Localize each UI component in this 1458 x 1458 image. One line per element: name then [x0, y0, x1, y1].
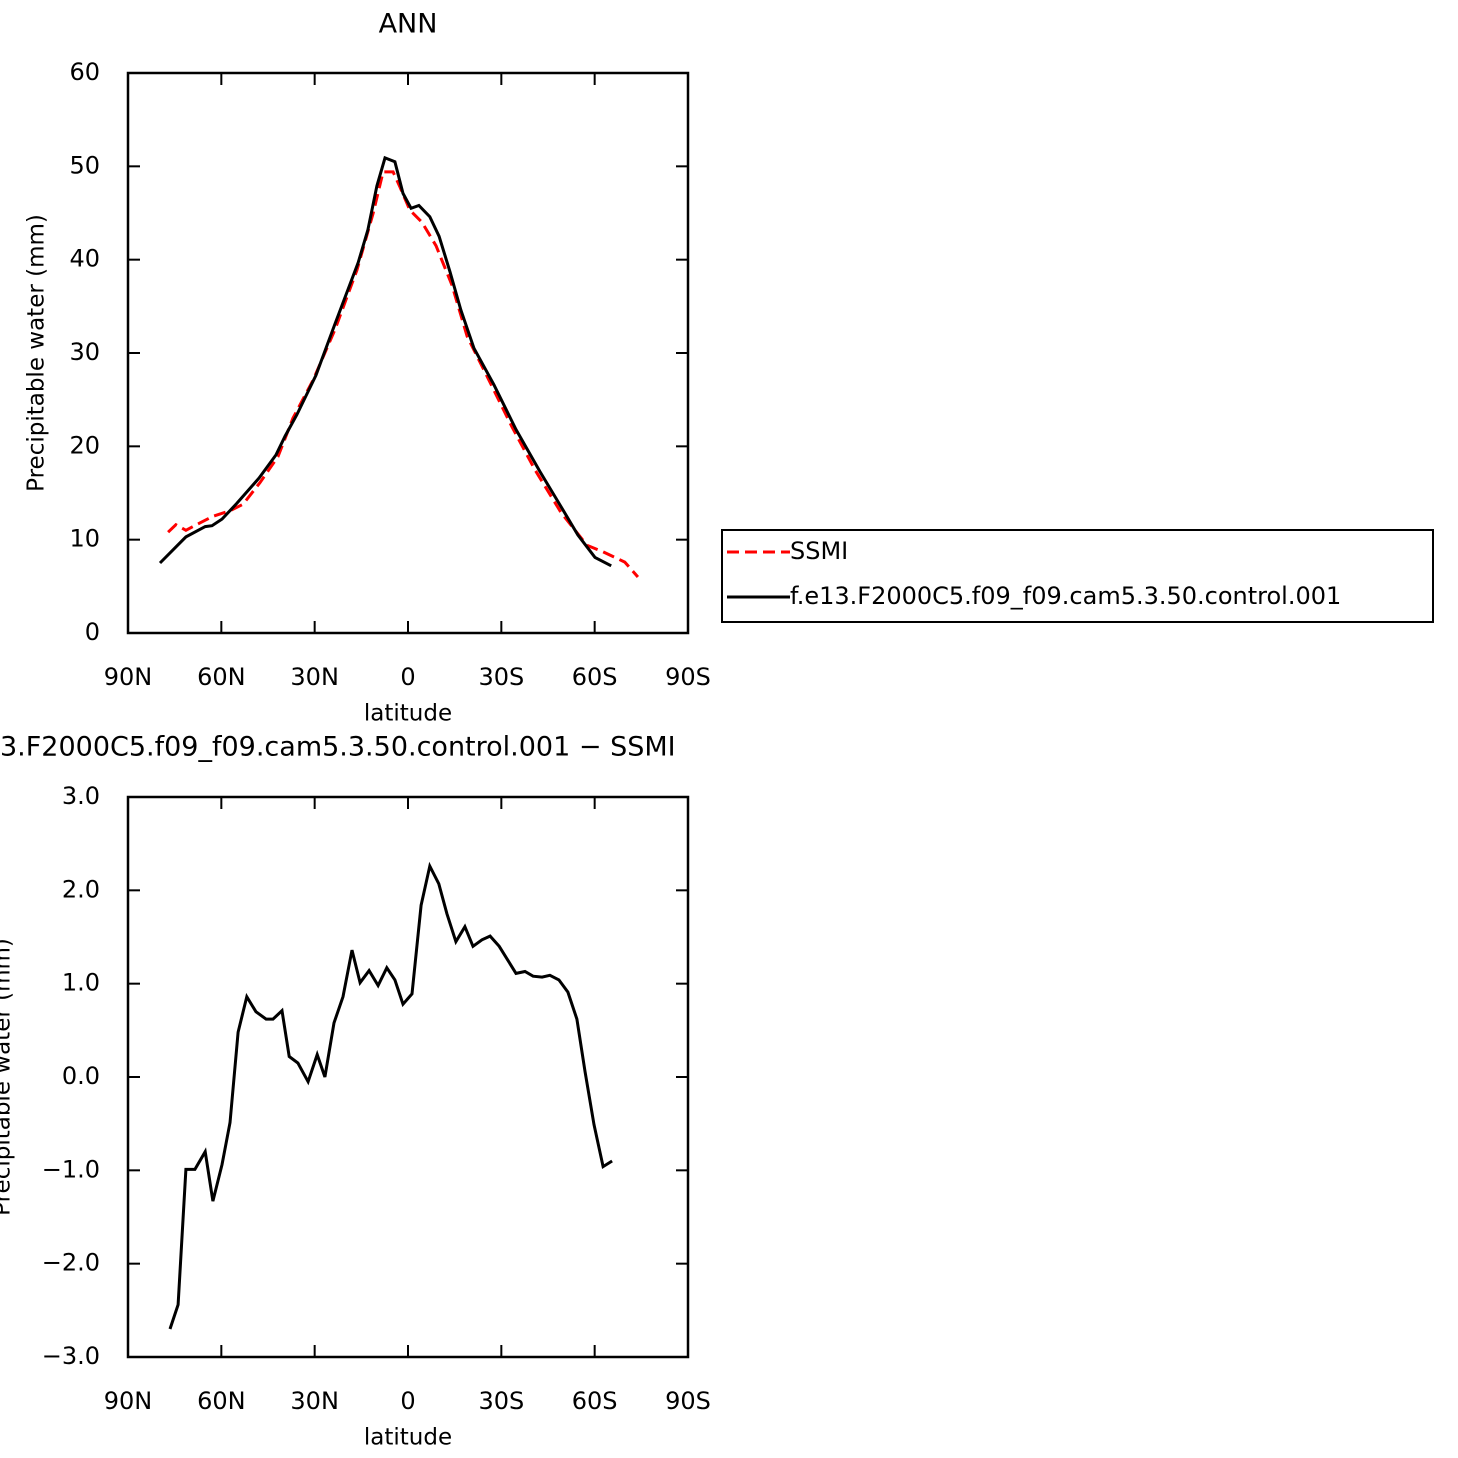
y-tick-label: −3.0 — [42, 1342, 100, 1370]
x-tick-label: 30N — [290, 1387, 339, 1415]
plot-frame — [126, 71, 690, 635]
x-tick-label: 90N — [104, 663, 153, 691]
y-tick-label: 20 — [69, 431, 100, 459]
y-tick-label: 3.0 — [62, 782, 100, 810]
y-tick-label: 50 — [69, 151, 100, 179]
legend-label: f.e13.F2000C5.f09_f09.cam5.3.50.control.… — [790, 582, 1341, 610]
x-tick-label: 90S — [665, 1387, 711, 1415]
y-tick-label: 30 — [69, 338, 100, 366]
legend-label: SSMI — [790, 537, 848, 565]
data-line — [167, 170, 640, 578]
x-axis-label: latitude — [364, 701, 452, 727]
y-tick-label: −1.0 — [42, 1155, 100, 1183]
y-tick-label: 0.0 — [62, 1062, 100, 1090]
x-tick-label: 60S — [572, 1387, 618, 1415]
y-axis-label: Precipitable water (mm) — [24, 214, 50, 492]
x-tick-label: 0 — [400, 1387, 415, 1415]
y-tick-label: 40 — [69, 245, 100, 273]
data-line — [158, 155, 612, 568]
y-tick-label: −2.0 — [42, 1249, 100, 1277]
y-tick-label: 2.0 — [62, 875, 100, 903]
data-line — [168, 861, 613, 1330]
y-tick-label: 0 — [85, 618, 100, 646]
x-tick-label: 90S — [665, 663, 711, 691]
x-tick-label: 60N — [197, 663, 246, 691]
y-axis-label: Precipitable water (mm) — [0, 938, 16, 1216]
x-tick-label: 60N — [197, 1387, 246, 1415]
x-tick-label: 60S — [572, 663, 618, 691]
legend-box — [721, 529, 1434, 623]
y-tick-label: 1.0 — [62, 969, 100, 997]
y-tick-label: 60 — [69, 58, 100, 86]
x-axis-label: latitude — [364, 1425, 452, 1451]
x-tick-label: 30S — [478, 1387, 524, 1415]
x-tick-label: 30S — [478, 663, 524, 691]
chart-title: 3.F2000C5.f09_f09.cam5.3.50.control.001 … — [0, 732, 676, 763]
x-tick-label: 0 — [400, 663, 415, 691]
x-tick-label: 90N — [104, 1387, 153, 1415]
y-tick-label: 10 — [69, 525, 100, 553]
plot-frame — [126, 795, 690, 1359]
x-tick-label: 30N — [290, 663, 339, 691]
chart-title: ANN — [379, 9, 438, 40]
